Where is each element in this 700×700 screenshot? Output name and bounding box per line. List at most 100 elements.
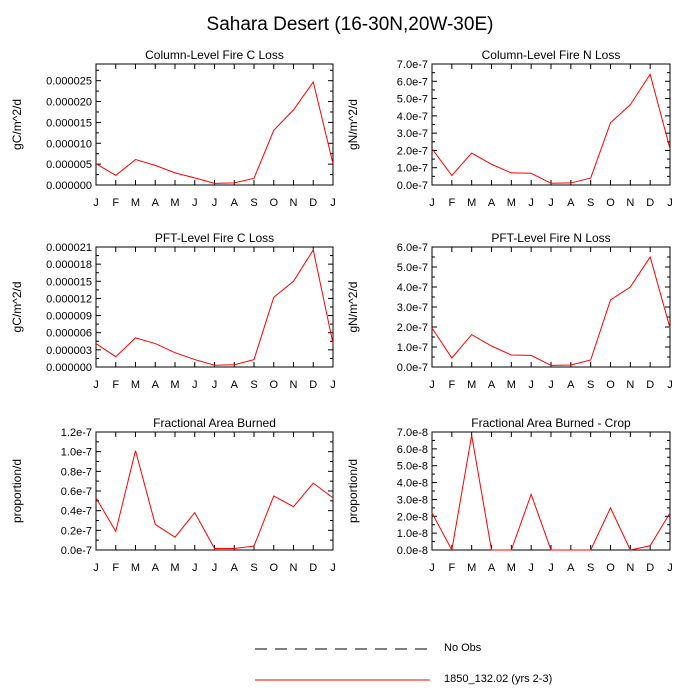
series-line — [431, 435, 671, 552]
y-tick-label: 0.2e-7 — [61, 525, 92, 537]
x-tick-label: S — [250, 562, 257, 574]
x-tick-label: N — [626, 197, 634, 209]
y-tick-label: 0.8e-7 — [61, 466, 92, 478]
series-line — [95, 450, 334, 550]
x-tick-label: J — [667, 197, 673, 209]
x-tick-label: A — [567, 562, 575, 574]
x-tick-label: N — [290, 197, 298, 209]
y-tick-label: 4.0e-7 — [397, 111, 428, 123]
x-tick-label: F — [112, 379, 119, 391]
x-tick-label: M — [170, 379, 179, 391]
y-tick-label: 0.000000 — [46, 362, 92, 374]
y-tick-label: 0.0e-7 — [397, 180, 428, 192]
x-tick-label: J — [192, 379, 198, 391]
y-tick-label: 0.000009 — [46, 311, 92, 323]
x-tick-label: O — [269, 562, 278, 574]
y-tick-label: 5.0e-7 — [397, 262, 428, 274]
x-tick-label: M — [170, 562, 179, 574]
plot-frame — [95, 431, 334, 551]
y-tick-label: 3.0e-8 — [397, 494, 428, 506]
legend-label-no-obs: No Obs — [444, 642, 482, 654]
x-tick-label: J — [330, 197, 336, 209]
y-tick-label: 1.0e-7 — [397, 342, 428, 354]
x-tick-label: N — [290, 379, 298, 391]
x-tick-label: M — [507, 562, 516, 574]
y-axis-label: gC/m^2/d — [10, 99, 24, 150]
series-line — [431, 255, 671, 366]
y-tick-label: 2.0e-8 — [397, 511, 428, 523]
y-tick-label: 0.0e-8 — [397, 545, 428, 557]
y-tick-label: 0.000003 — [46, 345, 92, 357]
x-tick-label: J — [330, 562, 336, 574]
x-tick-label: F — [448, 197, 455, 209]
y-tick-label: 5.0e-7 — [397, 94, 428, 106]
y-tick-label: 1.2e-7 — [61, 427, 92, 439]
plot-frame — [431, 431, 671, 551]
x-tick-label: N — [626, 562, 634, 574]
x-tick-label: J — [528, 562, 534, 574]
x-tick-label: J — [192, 197, 198, 209]
x-tick-label: A — [231, 379, 239, 391]
x-tick-label: S — [250, 379, 257, 391]
x-tick-label: M — [507, 379, 516, 391]
x-tick-label: J — [192, 562, 198, 574]
series-line — [95, 80, 334, 184]
y-tick-label: 2.0e-7 — [397, 145, 428, 157]
x-tick-label: O — [269, 197, 278, 209]
panel-title: Fractional Area Burned - Crop — [471, 416, 631, 430]
x-tick-label: D — [309, 562, 317, 574]
panel-5: Fractional Area Burned proportion/d 0.0e-7… — [10, 416, 336, 574]
series-line — [95, 248, 334, 366]
y-tick-label: 0.0e-7 — [61, 545, 92, 557]
x-tick-label: J — [330, 379, 336, 391]
y-tick-label: 7.0e-7 — [397, 59, 428, 71]
x-tick-label: A — [231, 197, 239, 209]
panel-6: Fractional Area Burned - Crop proportion/… — [346, 416, 673, 574]
y-tick-label: 0.000015 — [46, 276, 92, 288]
y-axis-label: proportion/d — [10, 459, 24, 523]
panel-title: Column-Level Fire C Loss — [145, 48, 284, 62]
y-tick-label: 0.000006 — [46, 328, 92, 340]
x-tick-label: A — [488, 379, 496, 391]
x-tick-label: M — [170, 197, 179, 209]
panel-title: Fractional Area Burned — [153, 416, 276, 430]
y-tick-label: 2.0e-7 — [397, 322, 428, 334]
y-axis-label: gN/m^2/d — [346, 282, 360, 333]
y-tick-label: 6.0e-7 — [397, 76, 428, 88]
x-tick-label: J — [429, 379, 435, 391]
y-tick-label: 4.0e-8 — [397, 478, 428, 490]
x-tick-label: F — [448, 562, 455, 574]
x-tick-label: M — [131, 197, 140, 209]
x-tick-label: D — [309, 197, 317, 209]
y-tick-label: 6.0e-7 — [397, 242, 428, 254]
figure-title: Sahara Desert (16-30N,20W-30E) — [206, 14, 494, 35]
x-tick-label: S — [587, 562, 594, 574]
x-tick-label: F — [112, 197, 119, 209]
x-tick-label: J — [429, 197, 435, 209]
x-tick-label: A — [488, 197, 496, 209]
x-tick-label: M — [131, 379, 140, 391]
x-tick-label: J — [93, 379, 99, 391]
y-axis-label: proportion/d — [346, 459, 360, 523]
plot-frame — [95, 63, 334, 186]
y-tick-label: 3.0e-7 — [397, 128, 428, 140]
x-tick-label: M — [507, 197, 516, 209]
y-tick-label: 3.0e-7 — [397, 302, 428, 314]
series-line — [431, 73, 671, 184]
y-tick-label: 0.6e-7 — [61, 486, 92, 498]
x-tick-label: J — [528, 379, 534, 391]
x-tick-label: M — [131, 562, 140, 574]
y-tick-label: 1.0e-8 — [397, 528, 428, 540]
plot-frame — [431, 246, 671, 368]
panel-title: Column-Level Fire N Loss — [482, 48, 621, 62]
y-tick-label: 4.0e-7 — [397, 282, 428, 294]
panel-title: PFT-Level Fire N Loss — [491, 231, 610, 245]
x-tick-label: D — [646, 379, 654, 391]
panel-2: Column-Level Fire N Loss gN/m^2/d 0.0e-7 1.… — [346, 48, 673, 209]
y-tick-label: 0.000021 — [46, 242, 92, 254]
y-tick-label: 6.0e-8 — [397, 444, 428, 456]
y-tick-label: 0.000020 — [46, 97, 92, 109]
x-tick-label: N — [626, 379, 634, 391]
x-tick-label: J — [548, 197, 554, 209]
y-tick-label: 7.0e-8 — [397, 427, 428, 439]
